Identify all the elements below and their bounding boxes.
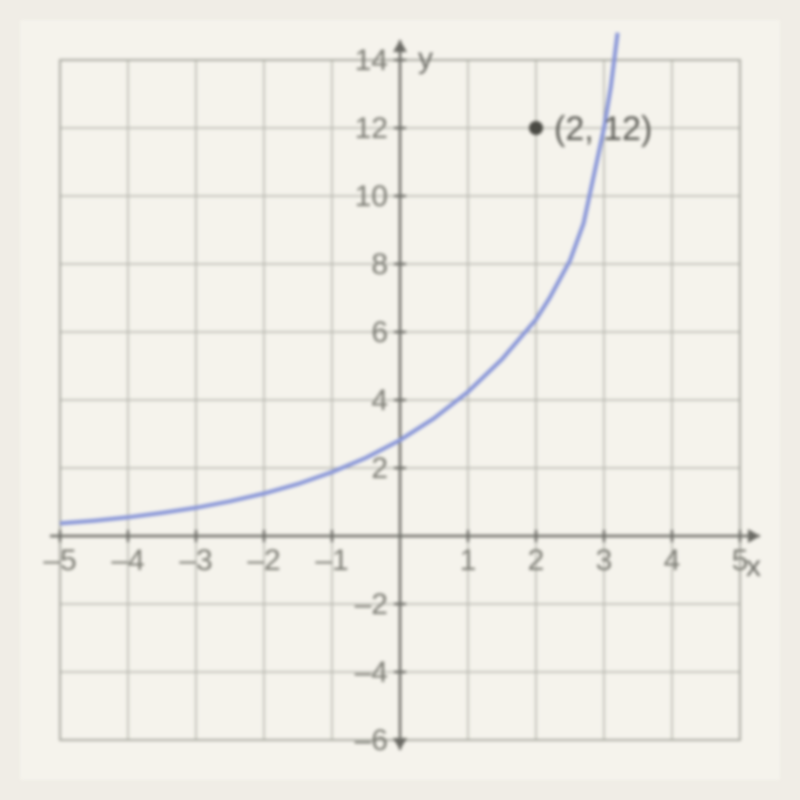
- point-label: (2, 12): [554, 110, 652, 148]
- y-tick-label: 2: [371, 452, 388, 485]
- marked-point: [529, 121, 543, 135]
- x-tick-label: 1: [460, 544, 477, 577]
- y-tick-label: 12: [355, 112, 388, 145]
- x-tick-label: –5: [43, 544, 76, 577]
- y-tick-label: 8: [371, 248, 388, 281]
- y-tick-label: –2: [355, 588, 388, 621]
- x-axis-label: x: [746, 550, 761, 583]
- y-axis-label: y: [418, 42, 433, 75]
- x-tick-label: 2: [528, 544, 545, 577]
- x-tick-label: –4: [111, 544, 144, 577]
- y-tick-label: 14: [355, 44, 388, 77]
- chart-container: –5–4–3–2–112345–6–4–22468101214yx(2, 12): [20, 20, 780, 780]
- y-tick-label: 4: [371, 384, 388, 417]
- x-tick-label: –2: [247, 544, 280, 577]
- y-tick-label: 6: [371, 316, 388, 349]
- chart-svg: –5–4–3–2–112345–6–4–22468101214yx(2, 12): [20, 20, 780, 780]
- x-tick-label: 4: [664, 544, 681, 577]
- y-tick-label: 10: [355, 180, 388, 213]
- x-tick-label: –3: [179, 544, 212, 577]
- x-tick-label: –1: [315, 544, 348, 577]
- x-tick-label: 3: [596, 544, 613, 577]
- y-tick-label: –6: [355, 724, 388, 757]
- y-tick-label: –4: [355, 656, 388, 689]
